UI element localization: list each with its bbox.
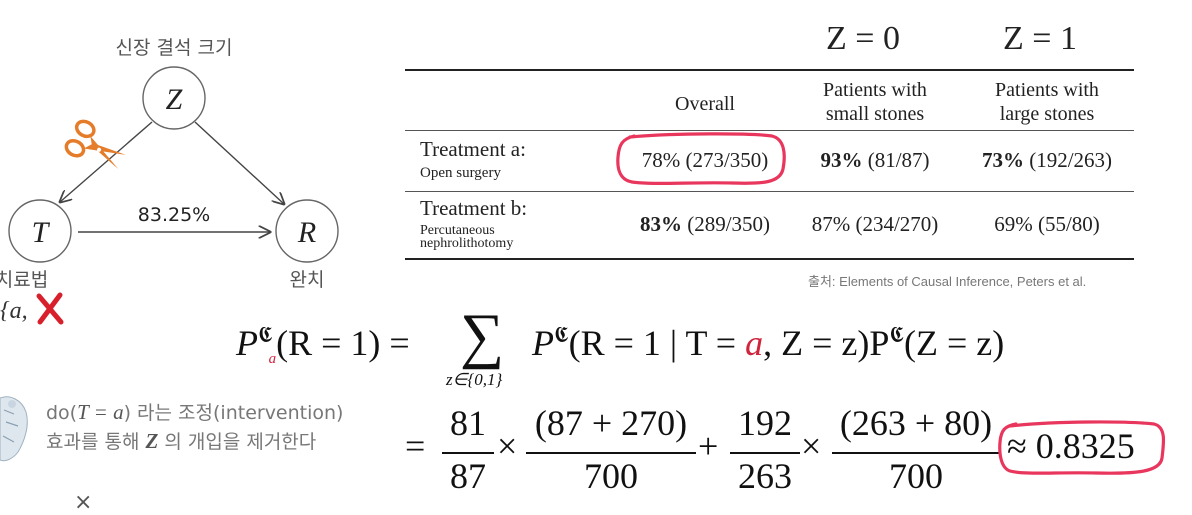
row-b-overall: 83% (289/350) — [620, 212, 790, 237]
note-line2-rest: 의 개입을 제거한다 — [158, 431, 317, 453]
frac1-den: 87 — [450, 456, 486, 496]
edge-z-to-t — [60, 121, 153, 202]
times-2: × — [801, 426, 822, 466]
overall-highlight-loop — [616, 132, 786, 185]
frac4-line — [832, 452, 1000, 454]
result-value: ≈ 0.8325 — [1007, 426, 1135, 466]
rhs-script-c2: 𝕮 — [889, 322, 904, 347]
sum-index: z∈{0,1} — [446, 370, 503, 389]
frac1-line — [442, 452, 494, 454]
rhs-a-red: a — [745, 323, 764, 363]
times-1: × — [497, 426, 518, 466]
frac2-den: 700 — [584, 456, 638, 496]
row-a-large: 73% (192/263) — [962, 148, 1132, 173]
table-header-rule — [405, 130, 1134, 131]
row-b-small: 87% (234/270) — [811, 212, 939, 236]
lhs-rest: (R = 1) = — [276, 323, 410, 363]
node-t — [8, 199, 72, 263]
row-a-label: Treatment a: — [420, 137, 526, 161]
node-z — [142, 66, 206, 130]
node-t-letter: T — [32, 216, 51, 249]
lhs-script-c: 𝕮 — [258, 322, 273, 347]
note-line2-pre: 효과를 통해 — [46, 431, 146, 453]
frac3-num: 192 — [738, 403, 792, 443]
row-a-large-pct: 73% — [981, 148, 1024, 172]
row-a-overall: 78% (273/350) — [641, 148, 769, 172]
z0-header: Z = 0 — [826, 20, 900, 57]
note-line-1: do(T = a) 라는 조정(intervention) — [46, 398, 343, 427]
row-b-label: Treatment b: — [420, 196, 528, 220]
source-caption: 출처: Elements of Causal Inference, Peters… — [808, 274, 1087, 289]
z1-header: Z = 1 — [1003, 20, 1077, 57]
frac4-den: 700 — [889, 456, 943, 496]
table-bottom-rule — [405, 258, 1134, 260]
result-highlight-loop — [998, 420, 1166, 475]
intervention-note: do(T = a) 라는 조정(intervention) 효과를 통해 Z 의… — [46, 398, 343, 456]
col-header-small-1: Patients with — [823, 79, 927, 101]
table-row-rule — [405, 191, 1134, 192]
rhs-cond-a: (R = 1 | T = — [568, 323, 746, 363]
formula-rhs: P𝕮(R = 1 | T = a, Z = z)P𝕮(Z = z) — [532, 322, 1004, 364]
rhs-cond-b: , Z = z)P — [763, 323, 890, 363]
col-header-small: Patients with small stones — [790, 78, 960, 126]
row-a-large-frac: (192/263) — [1023, 148, 1113, 172]
eq-sign: = — [405, 426, 426, 466]
frac2-num: (87 + 270) — [534, 403, 688, 443]
row-b-sublabel-2: nephrolithotomy — [420, 236, 514, 251]
row-b-sublabel: Percutaneous nephrolithotomy — [420, 223, 514, 251]
z-node-caption: 신장 결석 크기 — [116, 37, 233, 59]
node-z-letter: Z — [166, 83, 183, 116]
lhs-sub-a: a — [268, 351, 277, 368]
frac4-num: (263 + 80) — [839, 403, 993, 443]
col-header-large-1: Patients with — [995, 79, 1099, 101]
edge-label: 83.25% — [138, 204, 210, 226]
frac3-den: 263 — [738, 456, 792, 496]
red-x-icon — [36, 292, 64, 325]
sum-symbol: ∑ — [460, 302, 505, 370]
row-a-sublabel: Open surgery — [420, 165, 501, 181]
node-r-caption: 완치 — [290, 269, 325, 291]
causal-graph: 신장 결석 크기 Z T R 83.25% 치료법 완치 {a, — [0, 37, 339, 325]
col-header-overall: Overall — [675, 93, 735, 115]
node-r-letter: R — [297, 216, 316, 249]
plus-sign: + — [698, 426, 719, 466]
row-a-small: 93% (81/87) — [790, 148, 960, 173]
row-b-large: 69% (55/80) — [994, 212, 1100, 236]
col-header-large-2: large stones — [999, 103, 1095, 125]
row-a-small-pct: 93% — [820, 148, 863, 172]
node-r — [275, 199, 339, 263]
treatment-domain: {a, — [0, 298, 28, 324]
avatar-figure-icon — [0, 396, 28, 462]
rhs-p1: P — [532, 323, 554, 363]
note-z: Z — [145, 429, 159, 453]
close-mark[interactable]: × — [74, 490, 93, 515]
col-header-small-2: small stones — [825, 103, 925, 125]
note-do: do( — [46, 402, 78, 424]
lhs-p: P — [236, 323, 258, 363]
rhs-marginal: (Z = z) — [903, 323, 1005, 363]
frac1-num: 81 — [450, 403, 486, 443]
note-line-2: 효과를 통해 Z 의 개입을 제거한다 — [46, 427, 343, 456]
edge-z-to-r — [194, 121, 284, 204]
table-top-rule — [405, 69, 1134, 71]
rhs-script-c1: 𝕮 — [554, 322, 569, 347]
row-b-sublabel-1: Percutaneous — [420, 223, 495, 238]
col-header-large: Patients with large stones — [962, 78, 1132, 126]
node-t-caption: 치료법 — [0, 269, 48, 291]
frac2-line — [526, 452, 696, 454]
scissors-icon — [64, 119, 126, 170]
note-line1-rest: ) 라는 조정(intervention) — [123, 402, 344, 424]
note-do-math: T = a — [77, 400, 124, 424]
row-b-overall-frac: (289/350) — [681, 212, 771, 236]
formula-lhs: P𝕮a(R = 1) = — [236, 322, 410, 368]
row-a-small-frac: (81/87) — [862, 148, 930, 172]
row-b-overall-pct: 83% — [639, 212, 682, 236]
frac3-line — [730, 452, 800, 454]
